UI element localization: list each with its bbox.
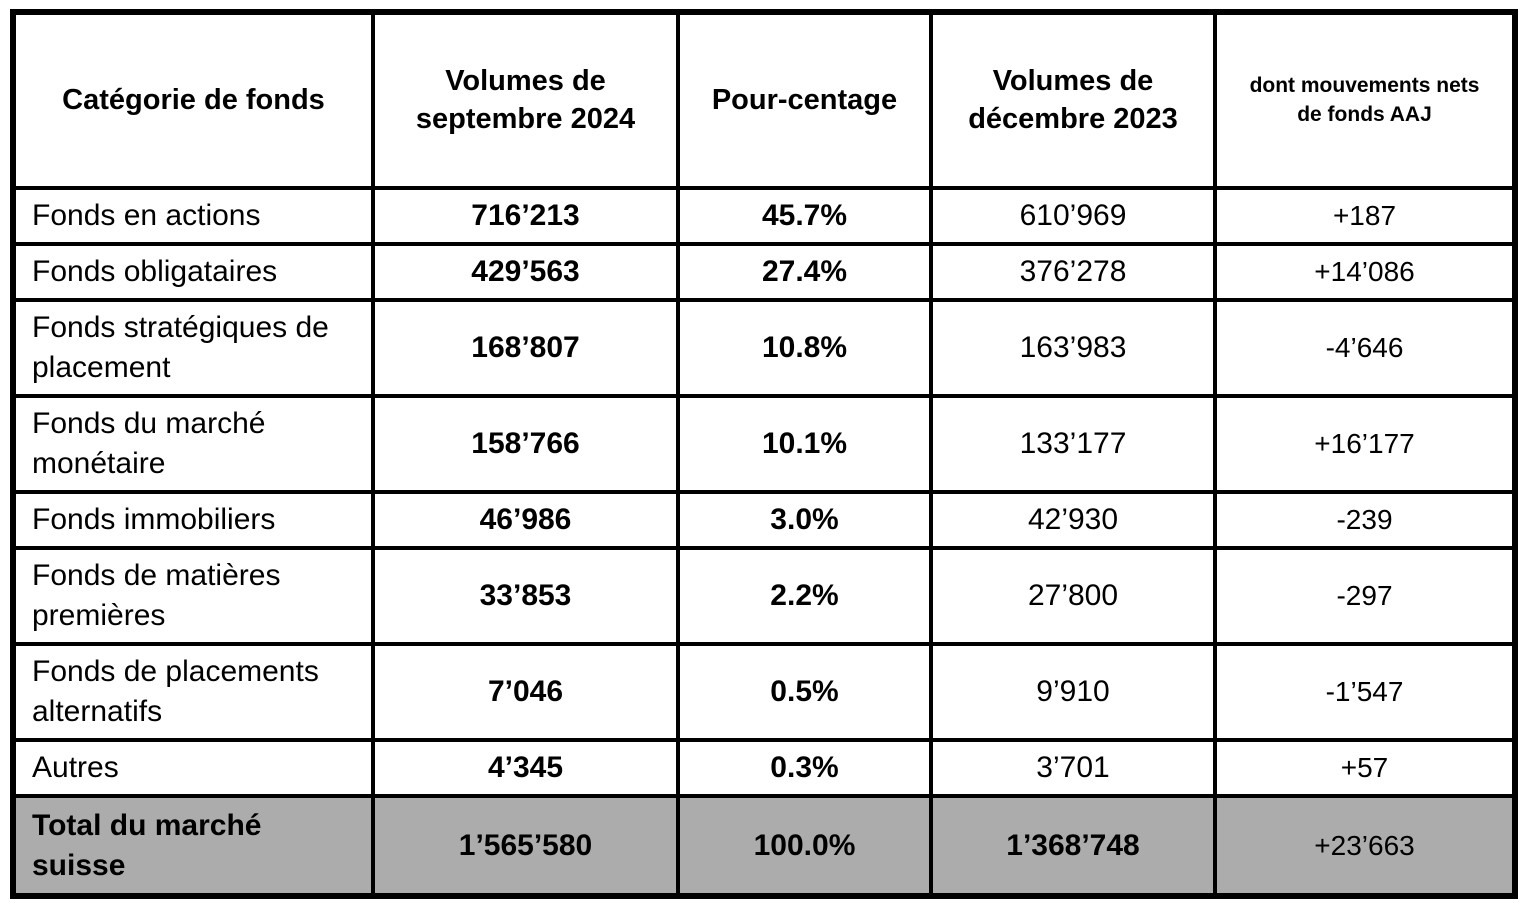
header-volumes-september-2024: Volumes de septembre 2024 (371, 10, 680, 190)
vol-sep-2024-cell: 716’213 (371, 186, 680, 246)
net-movements-cell: +57 (1213, 738, 1517, 798)
percentage-cell: 0.3% (676, 738, 933, 798)
vol-dec-2023-cell: 42’930 (929, 490, 1217, 550)
total-percentage-cell: 100.0% (676, 794, 933, 898)
category-cell: Fonds en actions (11, 186, 375, 246)
net-movements-cell: +14’086 (1213, 242, 1517, 302)
table-row: Fonds en actions 716’213 45.7% 610’969 +… (11, 186, 1517, 246)
vol-dec-2023-cell: 133’177 (929, 394, 1217, 494)
vol-sep-2024-cell: 429’563 (371, 242, 680, 302)
vol-dec-2023-cell: 163’983 (929, 298, 1217, 398)
percentage-cell: 27.4% (676, 242, 933, 302)
table-row: Autres 4’345 0.3% 3’701 +57 (11, 738, 1517, 798)
net-movements-cell: -4’646 (1213, 298, 1517, 398)
percentage-cell: 3.0% (676, 490, 933, 550)
table-row: Fonds obligataires 429’563 27.4% 376’278… (11, 242, 1517, 302)
vol-sep-2024-cell: 33’853 (371, 546, 680, 646)
total-net-movements-cell: +23’663 (1213, 794, 1517, 898)
header-percentage: Pour-centage (676, 10, 933, 190)
total-category-cell: Total du marché suisse (11, 794, 375, 898)
percentage-cell: 45.7% (676, 186, 933, 246)
table-row: Fonds du marché monétaire 158’766 10.1% … (11, 394, 1517, 494)
vol-sep-2024-cell: 7’046 (371, 642, 680, 742)
total-row: Total du marché suisse 1’565’580 100.0% … (11, 794, 1517, 898)
vol-dec-2023-cell: 3’701 (929, 738, 1217, 798)
table-row: Fonds de placements alternatifs 7’046 0.… (11, 642, 1517, 742)
percentage-cell: 10.8% (676, 298, 933, 398)
total-vol-sep-2024-cell: 1’565’580 (371, 794, 680, 898)
vol-sep-2024-cell: 168’807 (371, 298, 680, 398)
category-cell: Fonds de placements alternatifs (11, 642, 375, 742)
table-row: Fonds stratégiques de placement 168’807 … (11, 298, 1517, 398)
table-body: Fonds en actions 716’213 45.7% 610’969 +… (11, 186, 1517, 798)
fund-volumes-table: Catégorie de fonds Volumes de septembre … (10, 9, 1518, 899)
vol-sep-2024-cell: 46’986 (371, 490, 680, 550)
vol-dec-2023-cell: 9’910 (929, 642, 1217, 742)
table-header-row: Catégorie de fonds Volumes de septembre … (11, 10, 1517, 190)
percentage-cell: 2.2% (676, 546, 933, 646)
category-cell: Autres (11, 738, 375, 798)
net-movements-cell: -239 (1213, 490, 1517, 550)
net-movements-cell: +187 (1213, 186, 1517, 246)
category-cell: Fonds de matières premières (11, 546, 375, 646)
category-cell: Fonds obligataires (11, 242, 375, 302)
vol-dec-2023-cell: 610’969 (929, 186, 1217, 246)
category-cell: Fonds du marché monétaire (11, 394, 375, 494)
category-cell: Fonds immobiliers (11, 490, 375, 550)
percentage-cell: 0.5% (676, 642, 933, 742)
header-volumes-december-2023: Volumes de décembre 2023 (929, 10, 1217, 190)
net-movements-cell: -297 (1213, 546, 1517, 646)
category-cell: Fonds stratégiques de placement (11, 298, 375, 398)
total-vol-dec-2023-cell: 1’368’748 (929, 794, 1217, 898)
net-movements-cell: -1’547 (1213, 642, 1517, 742)
header-category: Catégorie de fonds (11, 10, 375, 190)
percentage-cell: 10.1% (676, 394, 933, 494)
vol-sep-2024-cell: 158’766 (371, 394, 680, 494)
header-net-movements-aaj: dont mouvements nets de fonds AAJ (1213, 10, 1517, 190)
vol-dec-2023-cell: 27’800 (929, 546, 1217, 646)
table-row: Fonds de matières premières 33’853 2.2% … (11, 546, 1517, 646)
net-movements-cell: +16’177 (1213, 394, 1517, 494)
vol-dec-2023-cell: 376’278 (929, 242, 1217, 302)
vol-sep-2024-cell: 4’345 (371, 738, 680, 798)
table-row: Fonds immobiliers 46’986 3.0% 42’930 -23… (11, 490, 1517, 550)
